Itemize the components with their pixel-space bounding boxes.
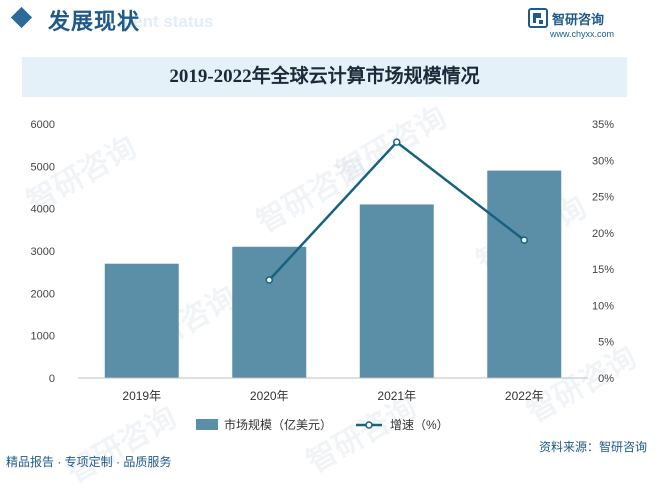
brand-logo-icon: [528, 8, 548, 28]
growth-point: [265, 276, 273, 284]
legend-swatch-marker: [365, 421, 373, 429]
y-left-tick-label: 0: [49, 373, 55, 385]
bar: [232, 246, 307, 378]
y-right-tick-label: 5%: [598, 337, 614, 349]
header-subtitle: ment status: [118, 12, 214, 31]
y-right-tick-label: 10%: [592, 300, 614, 312]
chart: 0 1000 2000 3000 4000 5000 6000 0% 5% 10% 15% 20% 25…: [31, 119, 615, 432]
chart-title: 2019-2022年全球云计算市场规模情况: [169, 66, 480, 87]
x-tick-label: 2021年: [377, 389, 416, 403]
footer-tagline: 精品报告 · 专项定制 · 品质服务: [6, 455, 172, 469]
y-right-tick-label: 0%: [598, 373, 614, 385]
legend-label-bar: 市场规模（亿美元）: [224, 417, 332, 432]
y-left-tick-label: 2000: [31, 288, 55, 300]
x-tick-label: 2020年: [250, 389, 289, 403]
growth-point: [520, 236, 528, 244]
chart-title-band: 2019-2022年全球云计算市场规模情况: [22, 57, 627, 97]
page-header: ment status 发展现状 智研咨询 www.chyxx.com: [0, 0, 655, 48]
x-tick-label: 2019年: [122, 389, 161, 403]
y-left-tick-label: 3000: [31, 246, 55, 258]
footer-source: 资料来源：智研咨询: [538, 440, 647, 454]
y-left-tick-label: 6000: [31, 119, 55, 131]
bar: [487, 170, 562, 378]
brand: 智研咨询 www.chyxx.com: [528, 6, 652, 42]
brand-name: 智研咨询: [552, 12, 605, 27]
y-left-tick-label: 5000: [31, 161, 55, 173]
y-left-tick-label: 1000: [31, 331, 55, 343]
bar: [104, 263, 179, 378]
legend-label-line: 增速（%）: [390, 418, 449, 432]
header-title: 发展现状: [48, 9, 141, 34]
bar: [359, 204, 434, 378]
x-tick-label: 2022年: [505, 389, 544, 403]
y-right-tick-label: 35%: [592, 119, 614, 131]
y-right-tick-label: 30%: [592, 155, 614, 167]
y-left-tick-label: 4000: [31, 204, 55, 216]
brand-url: www.chyxx.com: [550, 29, 615, 39]
y-right-tick-label: 25%: [592, 192, 614, 204]
y-right-tick-label: 20%: [592, 228, 614, 240]
growth-point: [393, 138, 401, 146]
page-footer: 精品报告 · 专项定制 · 品质服务 资料来源：智研咨询: [0, 440, 655, 472]
y-right-tick-label: 15%: [592, 264, 614, 276]
legend-swatch-bar: [196, 419, 218, 430]
